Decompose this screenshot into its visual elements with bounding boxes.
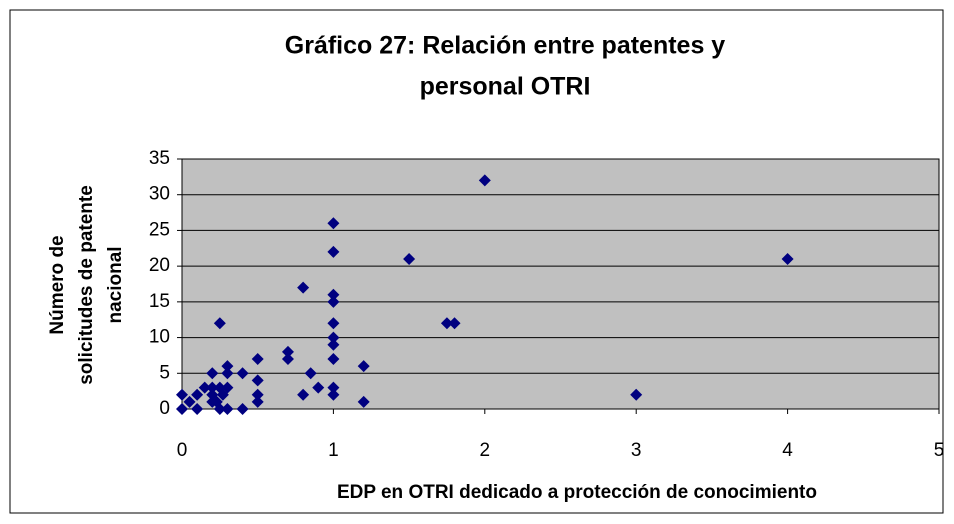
marker — [327, 245, 340, 258]
y-axis-label: nacional — [105, 246, 126, 323]
marker — [357, 360, 370, 373]
marker — [327, 288, 340, 301]
marker — [191, 403, 204, 415]
marker — [781, 253, 794, 265]
marker — [221, 403, 234, 415]
marker — [176, 403, 188, 415]
marker — [236, 367, 249, 380]
x-tick-label: 4 — [782, 440, 793, 461]
marker — [221, 360, 234, 373]
y-tick-label: 35 — [149, 148, 170, 169]
y-tick-label: 5 — [159, 362, 170, 383]
marker — [357, 395, 370, 408]
marker — [327, 331, 340, 344]
marker — [251, 374, 264, 387]
marker — [327, 317, 340, 330]
x-axis-label: EDP en OTRI dedicado a protección de con… — [337, 482, 817, 503]
marker — [281, 353, 294, 365]
marker — [221, 381, 234, 394]
marker — [251, 388, 264, 401]
x-tick-label: 5 — [934, 440, 945, 461]
marker — [297, 388, 310, 401]
marker — [221, 367, 234, 380]
marker — [176, 388, 188, 401]
marker — [206, 367, 219, 380]
marker — [327, 295, 340, 308]
chart-title: Gráfico 27: Relación entre patentes y — [285, 32, 726, 60]
y-tick-label: 25 — [149, 219, 170, 240]
marker — [403, 253, 416, 265]
y-tick-label: 0 — [159, 398, 170, 419]
marker — [191, 388, 204, 401]
marker — [304, 367, 317, 380]
marker — [198, 381, 211, 394]
marker — [281, 345, 294, 358]
marker — [630, 388, 643, 401]
marker — [327, 381, 340, 394]
marker — [448, 317, 461, 330]
marker — [327, 388, 340, 401]
marker — [312, 381, 325, 394]
y-tick-label: 15 — [149, 291, 170, 312]
x-tick-label: 0 — [177, 440, 188, 461]
marker — [440, 317, 453, 330]
marker — [327, 217, 340, 230]
x-tick-label: 2 — [480, 440, 491, 461]
x-tick-label: 1 — [328, 440, 339, 461]
marker — [297, 281, 310, 294]
marker — [183, 395, 196, 408]
chart-title: personal OTRI — [420, 73, 591, 101]
y-axis-label: solicitudes de patente — [76, 185, 97, 385]
x-tick-label: 3 — [631, 440, 642, 461]
marker — [206, 381, 219, 394]
marker — [251, 395, 264, 408]
plot-area — [181, 158, 940, 410]
marker — [236, 403, 249, 415]
marker — [478, 174, 491, 187]
y-tick-label: 10 — [149, 327, 170, 348]
y-tick-label: 20 — [149, 255, 170, 276]
marker — [213, 403, 226, 415]
marker — [327, 338, 340, 351]
y-tick-label: 30 — [149, 184, 170, 205]
y-axis-label: Número de — [47, 235, 68, 334]
marker — [327, 353, 340, 365]
marker — [251, 353, 264, 365]
marker — [213, 317, 226, 330]
